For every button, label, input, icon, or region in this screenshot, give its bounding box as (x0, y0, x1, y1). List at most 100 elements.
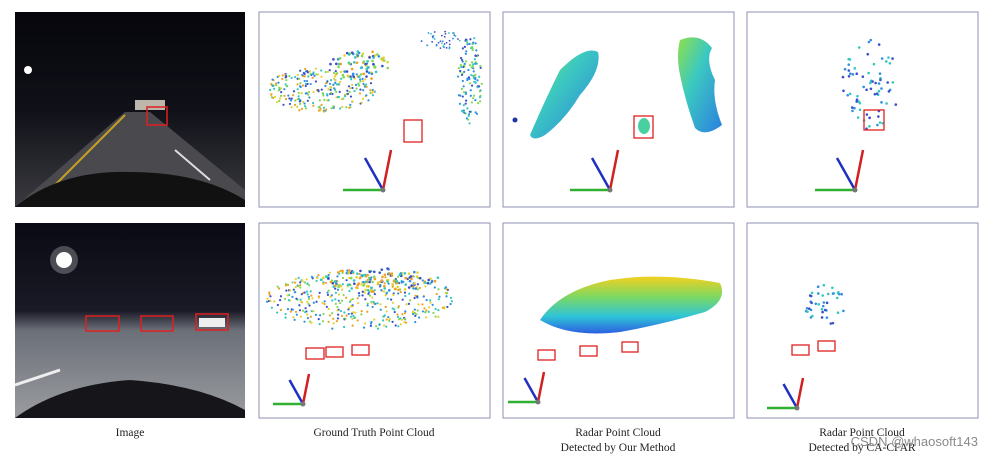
point (344, 317, 347, 320)
point (303, 280, 306, 284)
point (461, 60, 464, 63)
point (472, 67, 475, 70)
point (366, 304, 369, 307)
point (355, 73, 358, 76)
point (337, 293, 341, 296)
point (821, 304, 825, 308)
point (470, 61, 474, 64)
point (460, 73, 464, 77)
point (305, 290, 309, 293)
point (471, 45, 474, 49)
point (309, 82, 312, 86)
point (362, 89, 365, 92)
point (885, 102, 888, 105)
point (328, 82, 332, 85)
point (464, 99, 468, 102)
point (326, 293, 330, 296)
point (318, 99, 321, 102)
point (413, 308, 416, 311)
point (303, 291, 306, 294)
point (328, 69, 331, 72)
point (339, 70, 343, 74)
point (856, 116, 860, 119)
point (822, 301, 826, 304)
point (414, 294, 417, 297)
road-marking (14, 368, 61, 387)
point (386, 66, 390, 70)
point (410, 284, 413, 287)
point (336, 317, 340, 320)
point (467, 114, 470, 118)
point (280, 87, 283, 90)
point (273, 300, 276, 303)
point (472, 94, 476, 97)
point (349, 95, 353, 98)
point (373, 292, 376, 296)
point (305, 278, 308, 281)
car (199, 318, 225, 327)
point (376, 53, 379, 56)
point (441, 42, 443, 45)
point (418, 316, 421, 319)
point (336, 288, 340, 291)
point (831, 321, 835, 325)
point (338, 90, 341, 93)
point (454, 35, 457, 38)
point (296, 83, 299, 86)
point (308, 304, 311, 307)
point (443, 46, 445, 49)
point (337, 313, 340, 316)
point (846, 93, 850, 97)
point (424, 285, 427, 288)
caption: Radar Point Cloud (575, 427, 661, 439)
point (372, 62, 375, 66)
point (310, 294, 313, 297)
point (317, 273, 320, 277)
point (472, 63, 475, 66)
point (368, 291, 371, 294)
point (315, 279, 318, 283)
point (390, 272, 394, 275)
point (331, 299, 334, 302)
point (472, 41, 475, 44)
point (810, 291, 814, 295)
point (303, 75, 306, 78)
point (337, 95, 341, 99)
point (380, 289, 383, 292)
point (406, 278, 409, 281)
point (437, 41, 440, 44)
point (287, 94, 290, 97)
point (383, 287, 387, 290)
point (835, 296, 839, 300)
point (309, 290, 312, 293)
point (286, 283, 290, 287)
point (885, 60, 888, 63)
point (343, 311, 346, 314)
point (461, 95, 464, 98)
point (464, 102, 467, 105)
point (291, 281, 294, 284)
detection-box (817, 340, 836, 352)
point (364, 322, 367, 325)
point (369, 82, 373, 85)
point (385, 291, 389, 294)
point (362, 280, 365, 284)
point (469, 63, 472, 67)
point (347, 85, 351, 88)
point (346, 89, 349, 92)
point (334, 79, 337, 82)
caption: Image (116, 427, 145, 439)
point (308, 96, 311, 99)
point (407, 272, 411, 275)
point (376, 327, 380, 330)
point (332, 322, 335, 325)
point (371, 296, 374, 299)
point (814, 302, 818, 306)
point (350, 78, 353, 81)
point (306, 99, 309, 102)
point (384, 294, 387, 297)
point (413, 270, 416, 274)
point (857, 100, 861, 103)
point (336, 271, 340, 274)
point (348, 106, 351, 109)
